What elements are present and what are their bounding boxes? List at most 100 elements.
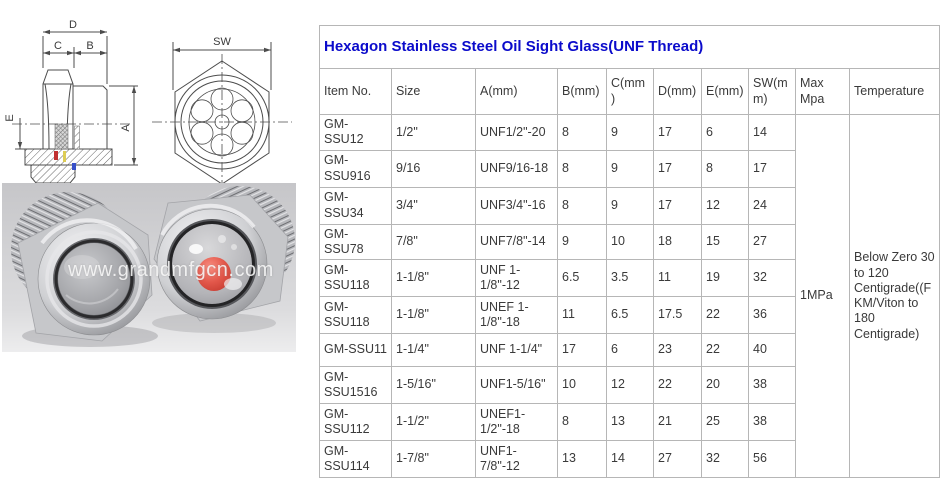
cell-d-mm: 11 xyxy=(653,259,702,297)
cell-c-mm: 9 xyxy=(606,149,654,188)
cell-size: 1-1/4" xyxy=(391,333,476,367)
cell-size: 1-1/8" xyxy=(391,259,476,297)
table-row: GM-SSU11 1-1/4" UNF 1-1/4" 17 6 23 22 40 xyxy=(319,333,940,367)
cell-e-mm: 6 xyxy=(701,114,749,151)
cell-d-mm: 17 xyxy=(653,186,702,225)
cell-b-mm: 8 xyxy=(557,403,607,441)
table-row: GM-SSU12 1/2" UNF1/2"-20 8 9 17 6 14 1MPa Below Z… xyxy=(319,114,941,478)
cell-c-mm: 14 xyxy=(606,440,654,478)
table-row: GM-SSU118 1-1/8" UNF 1-1/8"-12 6.5 3.5 11 19 32 xyxy=(319,259,940,297)
cell-size: 1-1/8" xyxy=(391,296,476,334)
cell-size: 7/8" xyxy=(391,223,476,260)
cell-sw-mm: 38 xyxy=(748,403,796,441)
cell-size: 1-5/16" xyxy=(391,366,476,404)
cell-b-mm: 10 xyxy=(557,366,607,404)
table-row: GM-SSU112 1-1/2" UNEF1-1/2"-18 8 13 21 25 38 xyxy=(319,403,940,441)
dimension-drawing: D C B E A SW xyxy=(4,19,292,185)
cell-e-mm: 20 xyxy=(701,366,749,404)
cell-b-mm: 13 xyxy=(557,440,607,478)
cell-b-mm: 11 xyxy=(557,296,607,334)
cell-size: 9/16 xyxy=(391,149,476,188)
cell-a-mm: UNF3/4"-16 xyxy=(475,186,558,225)
column-header: C(mm) xyxy=(606,68,654,115)
cell-c-mm: 9 xyxy=(606,114,654,151)
cell-size: 1-1/2" xyxy=(391,403,476,441)
table-row: GM-SSU34 3/4" UNF3/4"-16 8 9 17 12 24 xyxy=(319,186,940,225)
cell-item-no: GM-SSU916 xyxy=(319,149,392,188)
left-sight-glass xyxy=(11,192,153,342)
cell-item-no: GM-SSU112 xyxy=(319,403,392,441)
dim-label-d: D xyxy=(69,19,77,31)
cell-d-mm: 27 xyxy=(653,440,702,478)
red-float-ball xyxy=(197,257,231,291)
cell-sw-mm: 36 xyxy=(748,296,796,334)
spec-table: Hexagon Stainless Steel Oil Sight Glass(… xyxy=(318,25,941,478)
column-header: A(mm) xyxy=(475,68,558,115)
cell-e-mm: 12 xyxy=(701,186,749,225)
yellow-seal-mark xyxy=(63,151,66,162)
table-row: GM-SSU78 7/8" UNF7/8"-14 9 10 18 15 27 xyxy=(319,223,940,260)
column-header: Size xyxy=(391,68,476,115)
cell-a-mm: UNF1/2"-20 xyxy=(475,114,558,151)
cell-d-mm: 18 xyxy=(653,223,702,260)
cell-b-mm: 9 xyxy=(557,223,607,260)
cell-item-no: GM-SSU118 xyxy=(319,259,392,297)
right-sight-glass xyxy=(153,186,295,322)
column-header: D(mm) xyxy=(653,68,702,115)
cell-a-mm: UNF 1-1/8"-12 xyxy=(475,259,558,297)
column-header: Max Mpa xyxy=(795,68,850,115)
table-row: GM-SSU916 9/16 UNF9/16-18 8 9 17 8 17 xyxy=(319,149,940,188)
cell-d-mm: 17 xyxy=(653,149,702,188)
cell-item-no: GM-SSU34 xyxy=(319,186,392,225)
cell-a-mm: UNEF1-1/2"-18 xyxy=(475,403,558,441)
cell-sw-mm: 27 xyxy=(748,223,796,260)
cell-d-mm: 17.5 xyxy=(653,296,702,334)
cell-e-mm: 15 xyxy=(701,223,749,260)
cell-sw-mm: 40 xyxy=(748,333,796,367)
column-header: Item No. xyxy=(319,68,392,115)
cell-c-mm: 6.5 xyxy=(606,296,654,334)
cell-item-no: GM-SSU1516 xyxy=(319,366,392,404)
cell-c-mm: 6 xyxy=(606,333,654,367)
column-header: SW(mm) xyxy=(748,68,796,115)
cell-d-mm: 21 xyxy=(653,403,702,441)
cell-c-mm: 12 xyxy=(606,366,654,404)
dim-label-b: B xyxy=(86,40,93,52)
cell-item-no: GM-SSU118 xyxy=(319,296,392,334)
cell-size: 3/4" xyxy=(391,186,476,225)
cell-item-no: GM-SSU78 xyxy=(319,223,392,260)
cell-b-mm: 17 xyxy=(557,333,607,367)
cell-item-no: GM-SSU11 xyxy=(319,333,392,367)
cell-d-mm: 23 xyxy=(653,333,702,367)
cell-c-mm: 10 xyxy=(606,223,654,260)
blue-seal-mark xyxy=(72,163,76,170)
cell-a-mm: UNF9/16-18 xyxy=(475,149,558,188)
cell-d-mm: 17 xyxy=(653,114,702,151)
cell-sw-mm: 14 xyxy=(748,114,796,151)
cell-a-mm: UNF1-7/8"-12 xyxy=(475,440,558,478)
cell-b-mm: 8 xyxy=(557,114,607,151)
cell-b-mm: 8 xyxy=(557,186,607,225)
watermark-text: www.grandmfgcn.com xyxy=(68,259,274,281)
photo-rendering xyxy=(2,183,296,352)
cell-e-mm: 19 xyxy=(701,259,749,297)
cell-c-mm: 9 xyxy=(606,186,654,225)
product-photo: www.grandmfgcn.com xyxy=(2,183,296,352)
table-header-row: Item No. Size A(mm) B(mm) C(mm) D(mm) E(mm) SW(… xyxy=(319,68,941,115)
column-header: Temperature xyxy=(848,68,941,115)
cell-a-mm: UNEF 1-1/8"-18 xyxy=(475,296,558,334)
column-header: E(mm) xyxy=(701,68,749,115)
max-mpa-cell: 1MPa xyxy=(795,114,850,478)
table-row: GM-SSU114 1-7/8" UNF1-7/8"-12 13 14 27 32 56 xyxy=(319,440,940,478)
cell-e-mm: 22 xyxy=(701,333,749,367)
cell-size: 1/2" xyxy=(391,114,476,151)
cell-sw-mm: 56 xyxy=(748,440,796,478)
cell-b-mm: 8 xyxy=(557,149,607,188)
cell-sw-mm: 24 xyxy=(748,186,796,225)
table-row: GM-SSU1516 1-5/16" UNF1-5/16" 10 12 22 20 38 xyxy=(319,366,940,404)
dim-label-c: C xyxy=(54,40,62,52)
cell-c-mm: 3.5 xyxy=(606,259,654,297)
cell-sw-mm: 32 xyxy=(748,259,796,297)
dim-label-sw: SW xyxy=(213,36,231,48)
